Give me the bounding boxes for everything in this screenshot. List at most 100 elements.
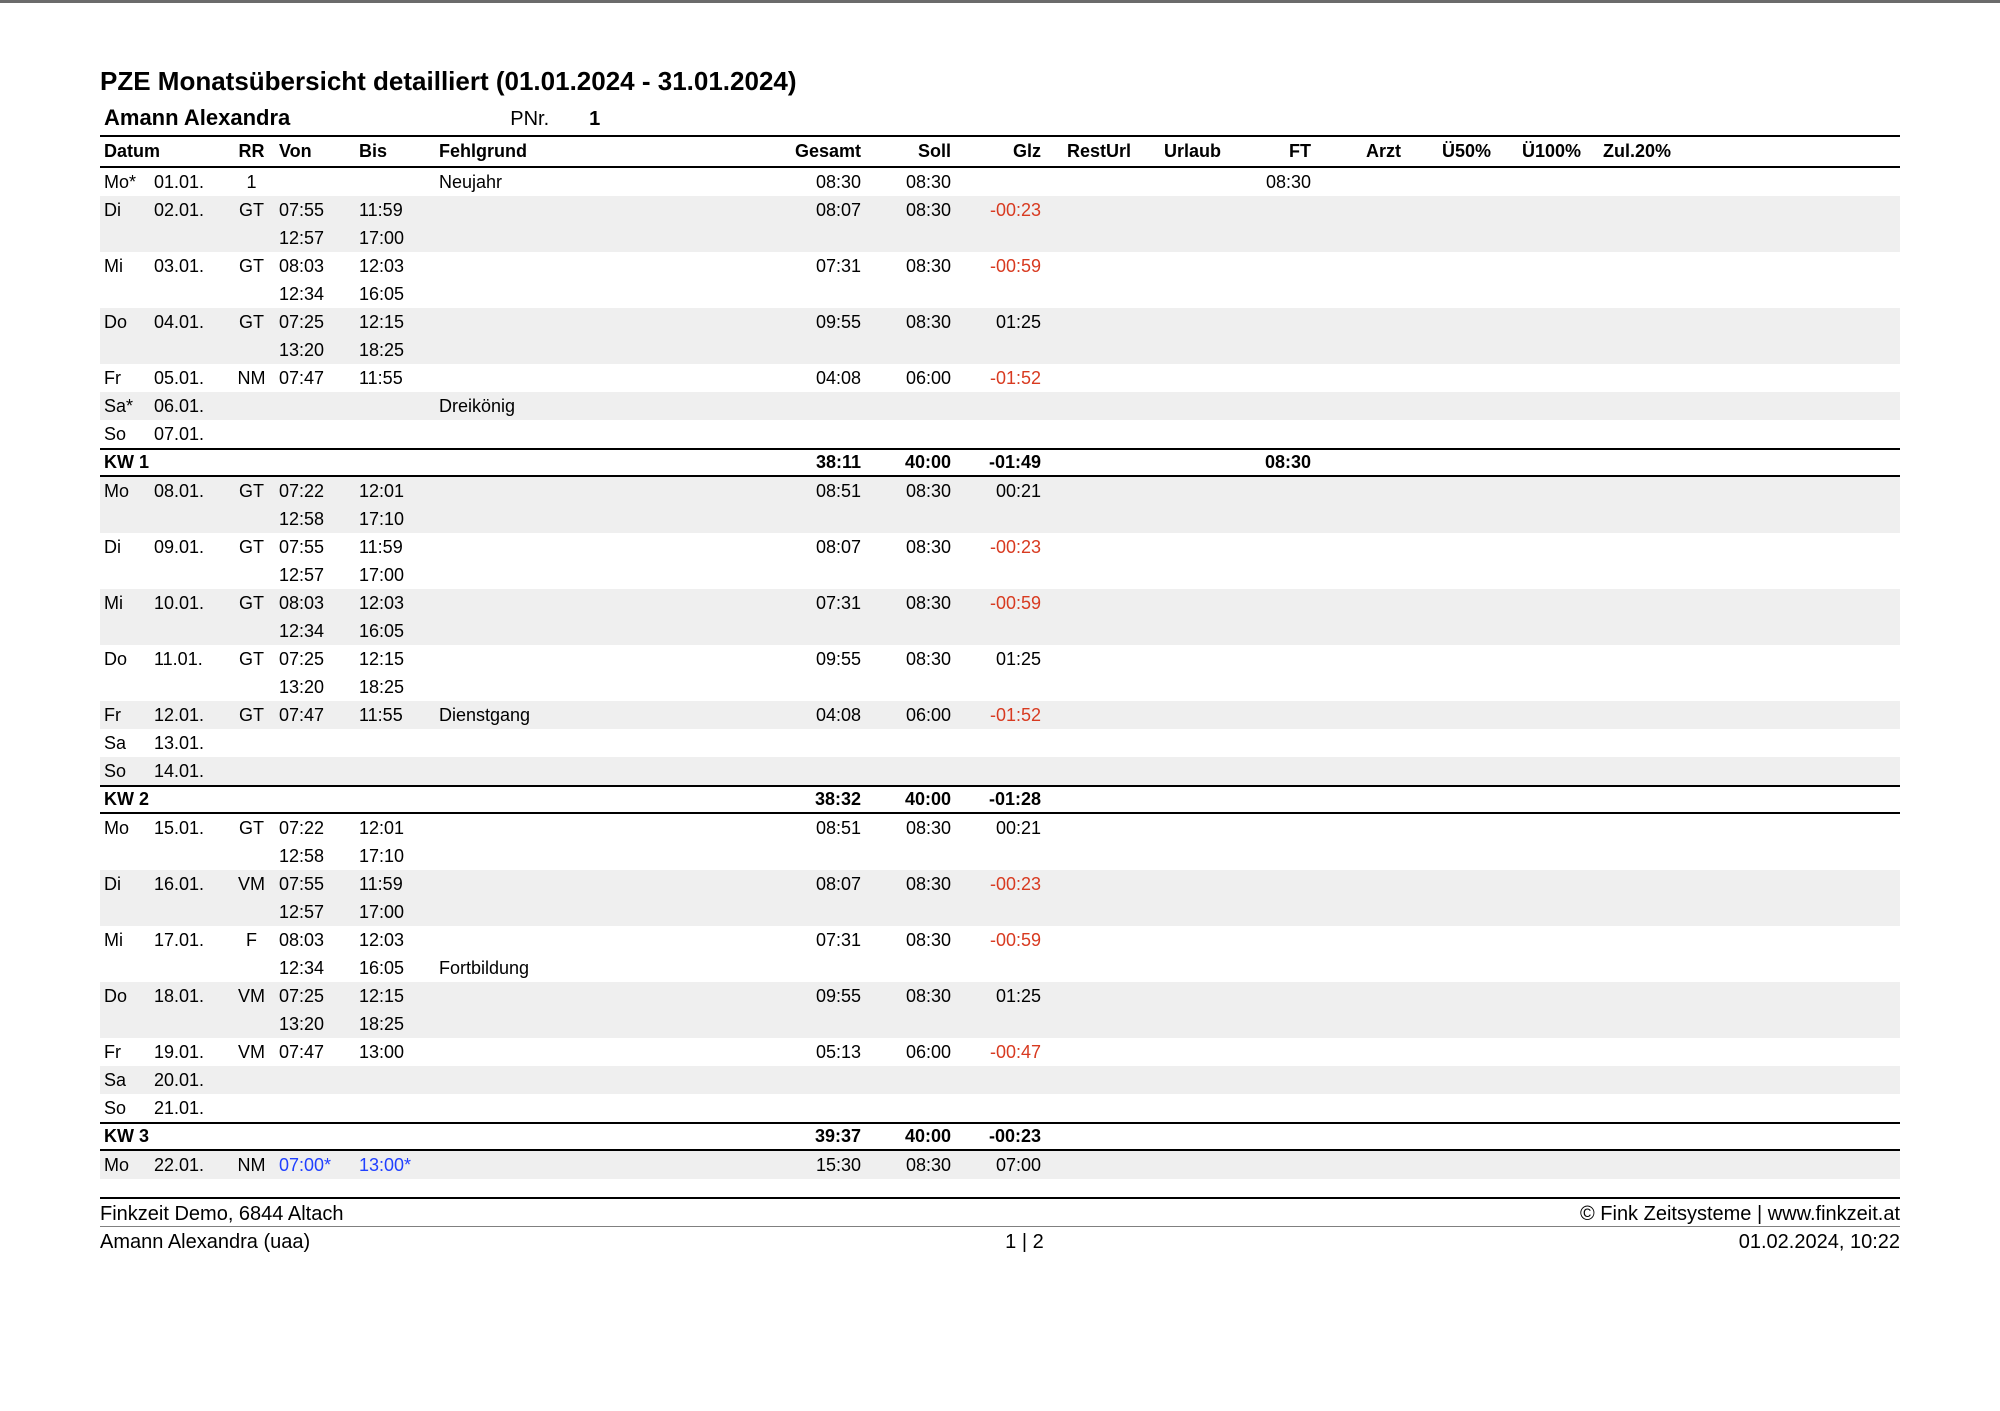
report-title: PZE Monatsübersicht detailliert (01.01.2… <box>100 66 1900 97</box>
cell: Mo <box>104 481 154 502</box>
col-bis: Bis <box>359 141 439 162</box>
cell: NM <box>224 1155 279 1176</box>
cell: 12:34 <box>279 284 359 305</box>
cell: 17.01. <box>154 930 224 951</box>
day-row: Mo08.01.GT07:2212:0108:5108:3000:21 <box>100 477 1900 505</box>
time-subrow: 12:5817:10 <box>100 842 1900 870</box>
cell: Fr <box>104 705 154 726</box>
cell: 04.01. <box>154 312 224 333</box>
cell: 1 <box>224 172 279 193</box>
cell: 08.01. <box>154 481 224 502</box>
day-row: Mo*01.01.1Neujahr08:3008:3008:30 <box>100 168 1900 196</box>
cell: 40:00 <box>869 452 959 473</box>
footer-timestamp: 01.02.2024, 10:22 <box>1739 1231 1900 1254</box>
cell: 12:58 <box>279 509 359 530</box>
time-subrow: 12:5717:00 <box>100 224 1900 252</box>
day-row: Sa20.01. <box>100 1066 1900 1094</box>
cell: 19.01. <box>154 1042 224 1063</box>
cell: 11:59 <box>359 537 439 558</box>
cell: 07:31 <box>779 593 869 614</box>
cell: 12:03 <box>359 256 439 277</box>
cell: 05:13 <box>779 1042 869 1063</box>
cell: 38:32 <box>779 789 869 810</box>
column-header: Datum RR Von Bis Fehlgrund Gesamt Soll G… <box>100 137 1900 168</box>
cell: 08:30 <box>869 593 959 614</box>
cell: GT <box>224 818 279 839</box>
cell: GT <box>224 593 279 614</box>
cell: 07:00 <box>959 1155 1049 1176</box>
col-soll: Soll <box>869 141 959 162</box>
cell: Mi <box>104 930 154 951</box>
cell: 07:47 <box>279 368 359 389</box>
cell: Di <box>104 874 154 895</box>
cell: 12:03 <box>359 930 439 951</box>
day-row: Di09.01.GT07:5511:5908:0708:30-00:23 <box>100 533 1900 561</box>
cell: 08:30 <box>869 312 959 333</box>
cell: So <box>104 424 154 445</box>
cell: -00:47 <box>959 1042 1049 1063</box>
cell: 08:07 <box>779 200 869 221</box>
cell: 17:00 <box>359 902 439 923</box>
cell: 12:15 <box>359 986 439 1007</box>
cell: VM <box>224 986 279 1007</box>
cell: 08:30 <box>869 649 959 670</box>
cell: 40:00 <box>869 789 959 810</box>
col-arzt: Arzt <box>1319 141 1409 162</box>
footer-top: Finkzeit Demo, 6844 Altach © Fink Zeitsy… <box>100 1197 1900 1226</box>
cell: 12:34 <box>279 621 359 642</box>
cell: 17:10 <box>359 846 439 867</box>
footer-copyright: © Fink Zeitsysteme | www.finkzeit.at <box>1580 1203 1900 1226</box>
cell: 13.01. <box>154 733 224 754</box>
cell: 07:22 <box>279 481 359 502</box>
day-row: So21.01. <box>100 1094 1900 1122</box>
cell: 07:31 <box>779 930 869 951</box>
cell: 07:47 <box>279 1042 359 1063</box>
cell: NM <box>224 368 279 389</box>
cell: 38:11 <box>779 452 869 473</box>
cell: 09:55 <box>779 649 869 670</box>
time-subrow: 12:3416:05 <box>100 280 1900 308</box>
day-row: Do18.01.VM07:2512:1509:5508:3001:25 <box>100 982 1900 1010</box>
cell: 12.01. <box>154 705 224 726</box>
footer-bottom: Amann Alexandra (uaa) 1 | 2 01.02.2024, … <box>100 1226 1900 1254</box>
col-fehlgrund: Fehlgrund <box>439 141 779 162</box>
cell: 00:21 <box>959 481 1049 502</box>
cell: 07:22 <box>279 818 359 839</box>
cell: 07:25 <box>279 312 359 333</box>
cell: 13:00 <box>359 1042 439 1063</box>
cell: 04:08 <box>779 368 869 389</box>
cell: -01:52 <box>959 705 1049 726</box>
cell: 17:00 <box>359 565 439 586</box>
day-row: Do11.01.GT07:2512:1509:5508:3001:25 <box>100 645 1900 673</box>
col-u50: Ü50% <box>1409 141 1499 162</box>
report-page: PZE Monatsübersicht detailliert (01.01.2… <box>0 0 2000 1264</box>
cell: 11:55 <box>359 368 439 389</box>
cell: 10.01. <box>154 593 224 614</box>
col-zul20: Zul.20% <box>1589 141 1679 162</box>
cell: 11:59 <box>359 200 439 221</box>
cell: VM <box>224 1042 279 1063</box>
cell: 13:20 <box>279 677 359 698</box>
cell: 03.01. <box>154 256 224 277</box>
cell: 22.01. <box>154 1155 224 1176</box>
cell: 12:34 <box>279 958 359 979</box>
cell: 08:07 <box>779 874 869 895</box>
col-urlaub: Urlaub <box>1139 141 1229 162</box>
cell: Fr <box>104 1042 154 1063</box>
cell: 05.01. <box>154 368 224 389</box>
cell: 18.01. <box>154 986 224 1007</box>
cell: 08:30 <box>869 818 959 839</box>
cell: Dienstgang <box>439 705 779 726</box>
cell: Dreikönig <box>439 396 779 417</box>
day-row: Mo22.01.NM07:00*13:00*15:3008:3007:00 <box>100 1151 1900 1179</box>
cell: 13:20 <box>279 340 359 361</box>
employee-name: Amann Alexandra <box>104 105 290 131</box>
cell: -01:52 <box>959 368 1049 389</box>
cell: Do <box>104 649 154 670</box>
cell: 07:55 <box>279 874 359 895</box>
cell: 16:05 <box>359 284 439 305</box>
cell: Sa <box>104 733 154 754</box>
cell: 12:15 <box>359 312 439 333</box>
cell: 08:51 <box>779 481 869 502</box>
day-row: Mi10.01.GT08:0312:0307:3108:30-00:59 <box>100 589 1900 617</box>
